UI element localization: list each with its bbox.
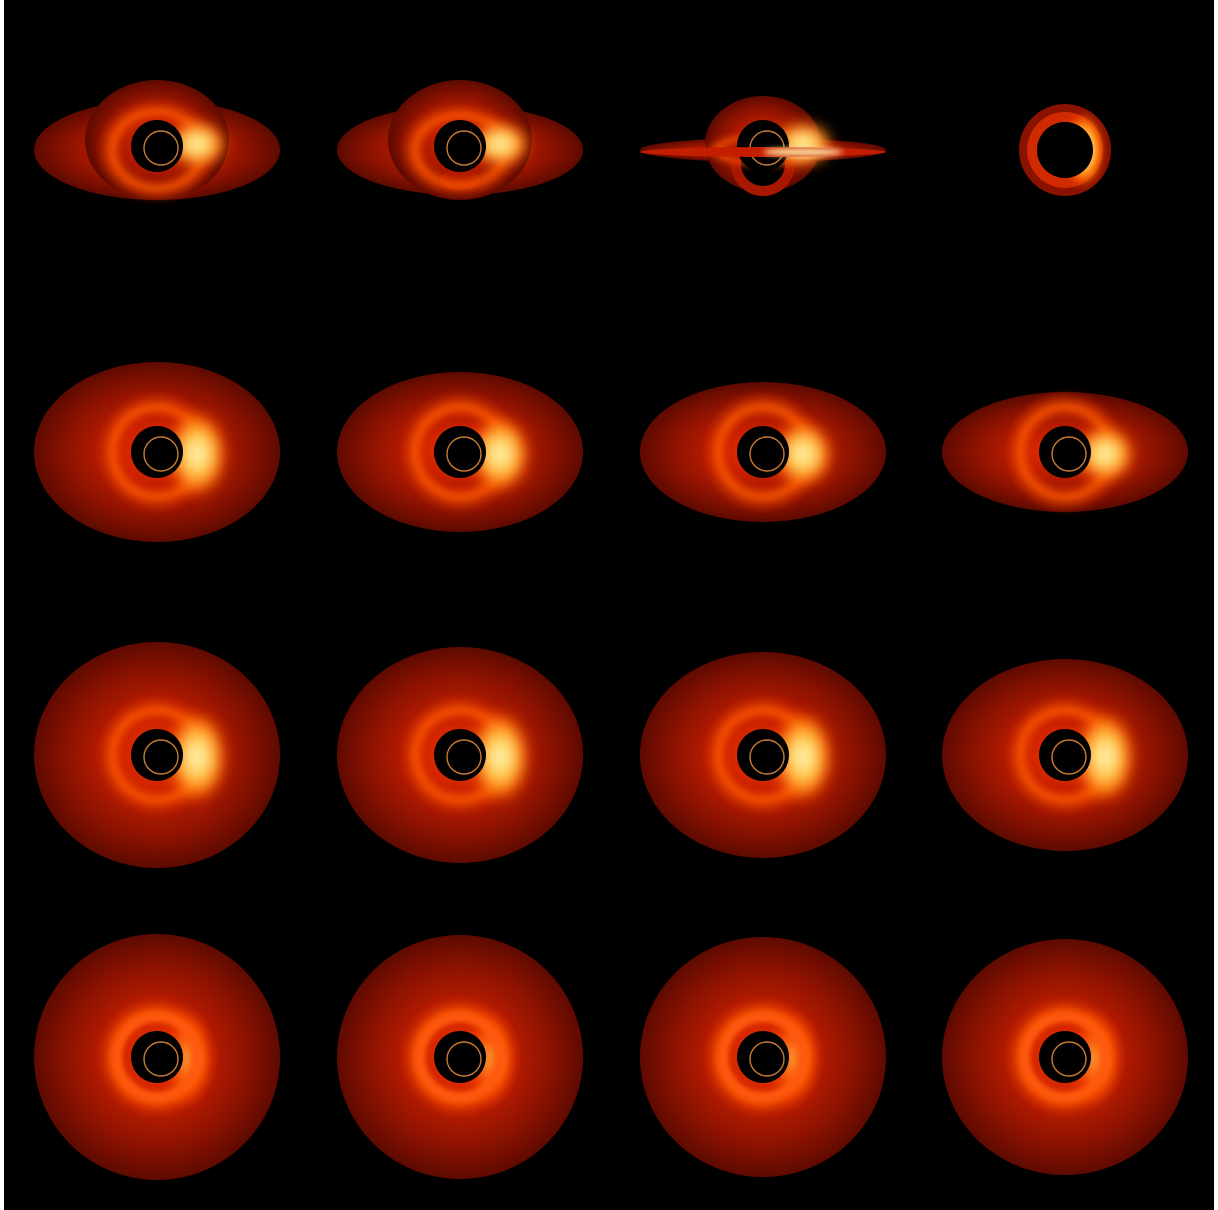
photon-ring (749, 1041, 785, 1077)
black-hole-panel (337, 647, 583, 863)
photon-ring (143, 130, 179, 166)
black-hole-panel (640, 382, 886, 522)
photon-ring (1051, 436, 1087, 472)
black-hole-panel (942, 939, 1188, 1175)
black-hole-panel (640, 937, 886, 1177)
black-hole-panel (337, 80, 583, 200)
doppler-hotspot (163, 1011, 211, 1107)
doppler-hotspot (771, 419, 835, 489)
black-hole-grid (34, 80, 1188, 1180)
panels-layer (34, 80, 1188, 1180)
black-hole-panel (34, 934, 280, 1180)
photon-ring (749, 436, 785, 472)
doppler-hotspot (1071, 1011, 1119, 1107)
black-hole-panel (942, 659, 1188, 851)
doppler-hotspot (1073, 424, 1137, 484)
photon-ring (749, 739, 785, 775)
doppler-hotspot (165, 409, 229, 499)
black-hole-panel (337, 935, 583, 1179)
photon-ring (446, 130, 482, 166)
figure-panel (4, 0, 1214, 1210)
black-hole-panel (640, 652, 886, 858)
doppler-hotspot (165, 709, 229, 805)
black-hole-panel (640, 96, 886, 196)
doppler-hotspot (466, 1011, 514, 1107)
front-band-hotspot (763, 148, 843, 156)
black-hole-panel (1019, 104, 1111, 196)
photon-ring (143, 1041, 179, 1077)
photon-ring (143, 436, 179, 472)
photon-ring (1051, 739, 1087, 775)
black-hole-panel (34, 642, 280, 868)
photon-ring (1051, 1041, 1087, 1077)
shadow (1037, 122, 1093, 178)
photon-glow-ring (1020, 1012, 1110, 1102)
photon-ring (446, 739, 482, 775)
photon-ring (143, 739, 179, 775)
photon-glow-ring (415, 1012, 505, 1102)
photon-glow-ring (112, 1012, 202, 1102)
doppler-hotspot (468, 709, 532, 805)
black-hole-panel (34, 80, 280, 203)
photon-ring (446, 1041, 482, 1077)
black-hole-panel (337, 372, 583, 532)
doppler-hotspot (468, 414, 532, 494)
doppler-hotspot (769, 1011, 817, 1107)
photon-ring (446, 436, 482, 472)
doppler-hotspot (771, 709, 835, 805)
photon-glow-ring (718, 1012, 808, 1102)
doppler-hotspot (165, 119, 229, 169)
black-hole-panel (942, 390, 1188, 514)
black-hole-panel (34, 362, 280, 542)
doppler-hotspot (1073, 709, 1137, 805)
